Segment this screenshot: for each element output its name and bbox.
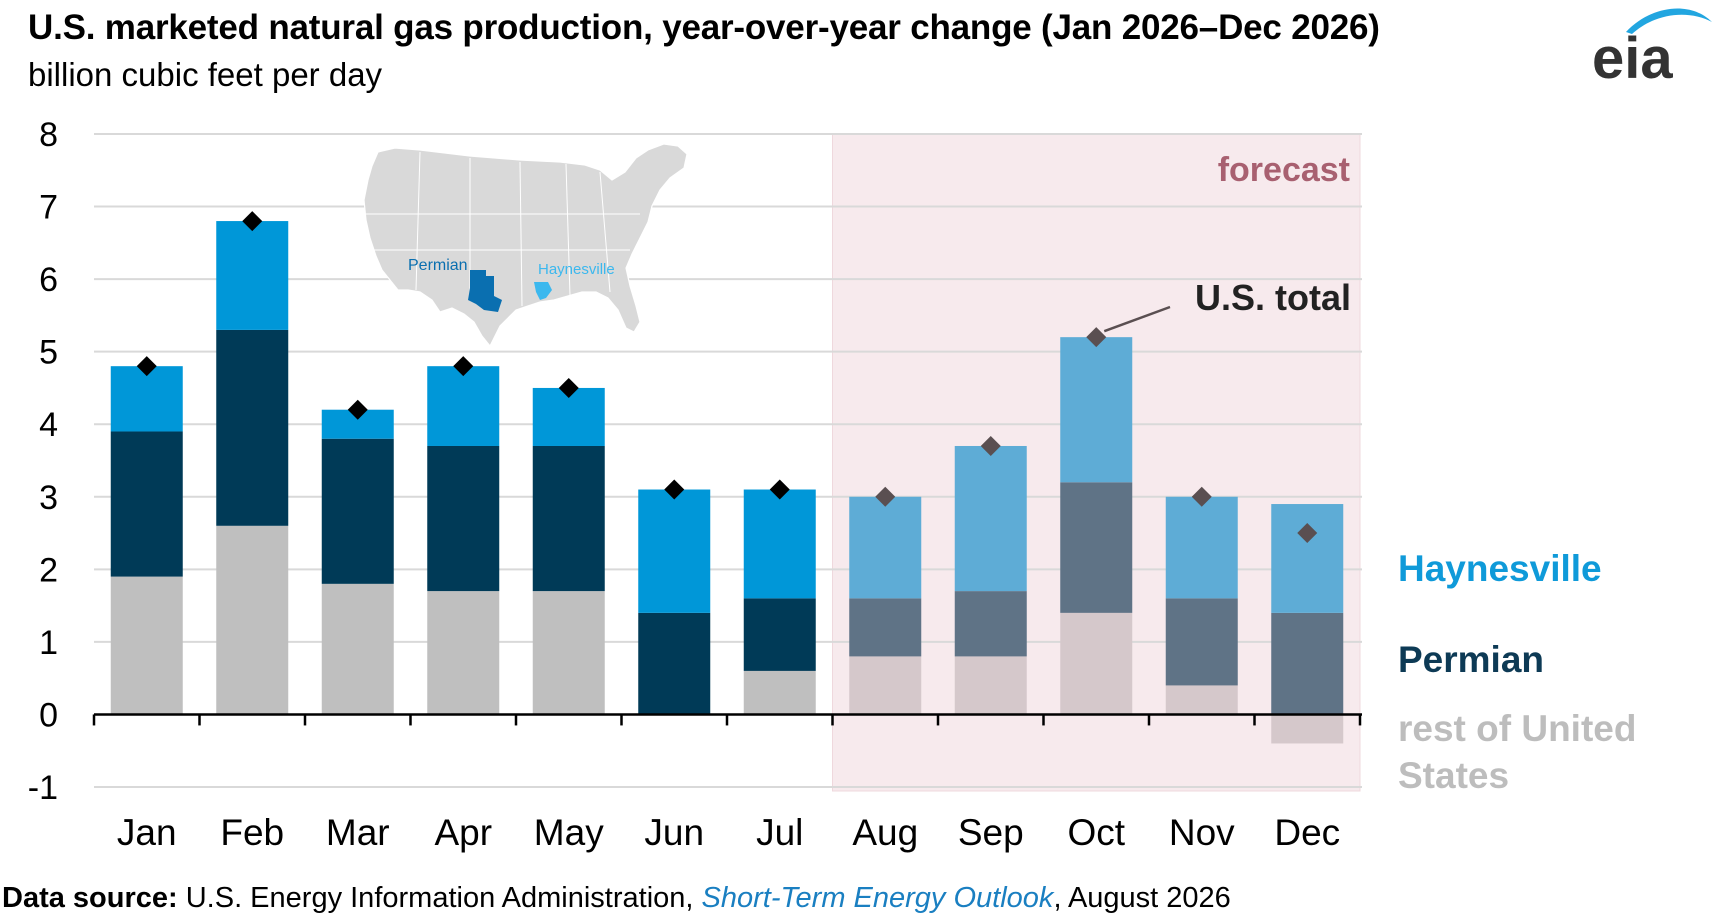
haynesville-region — [534, 282, 552, 300]
x-tick-label: Oct — [1067, 812, 1125, 853]
y-tick-label: 0 — [39, 696, 58, 734]
y-tick-label: -1 — [28, 769, 58, 807]
bar-haynesville — [216, 221, 289, 330]
map-label-permian: Permian — [408, 257, 468, 274]
x-tick-label: Sep — [958, 812, 1024, 853]
bar-haynesville — [638, 489, 711, 613]
bar-rest — [954, 656, 1027, 715]
legend-rest: rest of United — [1398, 708, 1636, 749]
permian-region — [468, 270, 502, 312]
bar-permian — [1271, 612, 1344, 715]
total-marker — [242, 211, 263, 232]
x-tick-label: Jun — [644, 812, 704, 853]
data-source-label: Data source: — [2, 882, 178, 914]
x-tick-label: Jan — [117, 812, 177, 853]
x-tick-label: May — [534, 812, 604, 853]
chart-subtitle: billion cubic feet per day — [28, 56, 383, 93]
x-tick-label: Apr — [434, 812, 492, 853]
x-tick-label: Dec — [1274, 812, 1340, 853]
eia-logo: eia — [1592, 8, 1712, 88]
forecast-label: forecast — [1218, 151, 1350, 189]
bar-permian — [638, 612, 711, 715]
bar-rest — [110, 576, 183, 715]
bar-permian — [743, 598, 816, 671]
bar-rest — [743, 670, 816, 715]
bar-permian — [1165, 598, 1238, 686]
y-tick-label: 5 — [39, 334, 58, 372]
y-tick-label: 7 — [39, 189, 58, 227]
x-tick-label: Jul — [756, 812, 803, 853]
bar-permian — [321, 438, 394, 584]
x-tick-label: Nov — [1169, 812, 1235, 853]
bar-rest — [1060, 612, 1133, 715]
y-tick-label: 8 — [39, 116, 58, 154]
chart-title: U.S. marketed natural gas production, ye… — [28, 8, 1380, 47]
legend-haynesville: Haynesville — [1398, 548, 1602, 589]
bar-haynesville — [1165, 496, 1238, 599]
x-tick-label: Mar — [326, 812, 390, 853]
total-marker — [1191, 486, 1212, 507]
bar-permian — [954, 591, 1027, 657]
logo-swoosh-icon — [1626, 8, 1712, 34]
bar-haynesville — [1060, 337, 1133, 483]
bar-haynesville — [743, 489, 816, 599]
bar-rest — [427, 591, 500, 715]
bar-rest — [532, 591, 605, 715]
total-marker — [453, 356, 474, 377]
bar-haynesville — [427, 366, 500, 446]
x-tick-label: Aug — [852, 812, 918, 853]
data-source-publication[interactable]: Short-Term Energy Outlook — [701, 882, 1054, 914]
bar-rest — [216, 525, 289, 715]
y-tick-label: 1 — [39, 624, 58, 662]
data-source-text: U.S. Energy Information Administration, — [177, 882, 702, 914]
data-source: Data source: U.S. Energy Information Adm… — [2, 882, 1231, 915]
y-tick-label: 3 — [39, 479, 58, 517]
map-label-haynesville: Haynesville — [538, 261, 615, 278]
total-marker — [769, 479, 790, 500]
bar-permian — [427, 445, 500, 592]
inset-map: Permian Haynesville — [363, 143, 688, 348]
data-source-date: , August 2026 — [1053, 882, 1231, 914]
logo-text: eia — [1592, 26, 1673, 88]
us-map-shape — [363, 143, 688, 348]
total-marker — [558, 377, 579, 398]
y-tick-label: 4 — [39, 406, 58, 444]
total-marker — [1297, 523, 1318, 544]
y-tick-label: 6 — [39, 261, 58, 299]
x-tick-label: Feb — [220, 812, 284, 853]
bar-rest — [1165, 685, 1238, 715]
legend-rest: States — [1398, 755, 1509, 796]
annotation-leader — [1103, 305, 1171, 333]
total-marker — [980, 435, 1001, 456]
bar-haynesville — [849, 496, 922, 599]
y-tick-label: 2 — [39, 551, 58, 589]
bar-rest — [849, 656, 922, 715]
bar-haynesville — [110, 366, 183, 432]
bar-permian — [849, 598, 922, 657]
bar-permian — [532, 445, 605, 592]
total-marker — [664, 479, 685, 500]
bar-haynesville — [1271, 504, 1344, 613]
legend-permian: Permian — [1398, 639, 1544, 680]
total-marker — [1086, 327, 1107, 348]
total-marker — [875, 486, 896, 507]
bar-rest — [1271, 714, 1344, 744]
bar-rest — [321, 583, 394, 715]
total-marker — [136, 356, 157, 377]
bar-permian — [216, 329, 289, 526]
bar-haynesville — [954, 445, 1027, 592]
total-marker — [347, 399, 368, 420]
annotation-us-total: U.S. total — [1195, 277, 1351, 318]
bar-permian — [110, 431, 183, 577]
bar-permian — [1060, 482, 1133, 613]
